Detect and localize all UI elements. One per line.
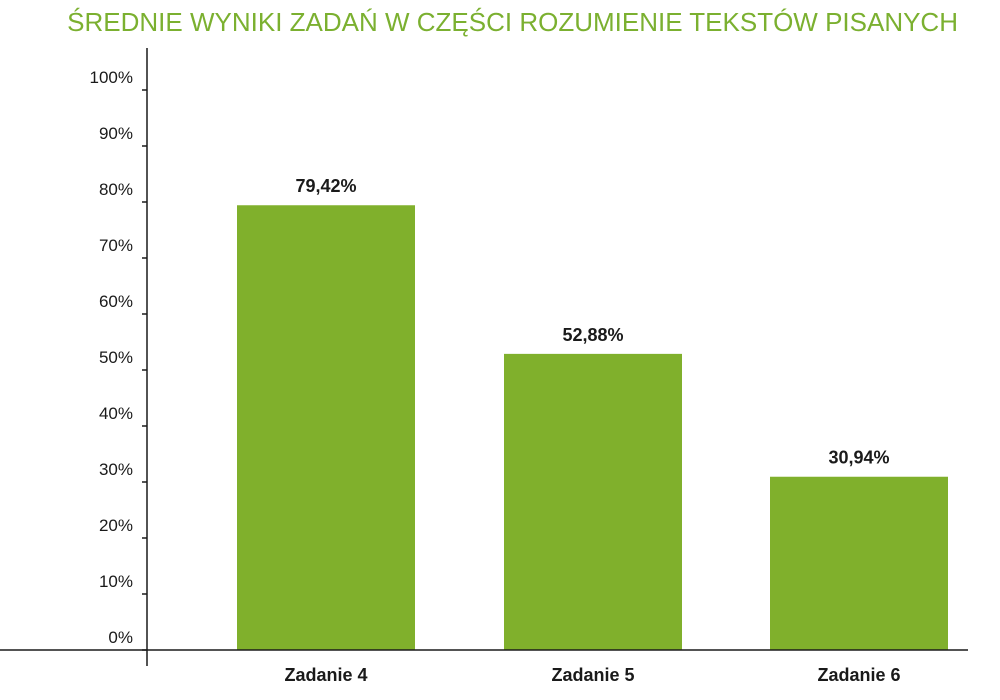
x-category-label: Zadanie 5 bbox=[551, 665, 634, 685]
y-tick-label: 0% bbox=[108, 628, 133, 647]
data-labels-group: 79,42% 52,88% 30,94% bbox=[295, 176, 889, 467]
y-tick-label: 30% bbox=[99, 460, 133, 479]
y-tick-label: 60% bbox=[99, 292, 133, 311]
data-label: 52,88% bbox=[562, 325, 623, 345]
data-label: 30,94% bbox=[828, 448, 889, 468]
x-axis: Zadanie 4 Zadanie 5 Zadanie 6 bbox=[0, 649, 968, 685]
chart-title: ŚREDNIE WYNIKI ZADAŃ W CZĘŚCI ROZUMIENIE… bbox=[67, 7, 958, 37]
y-tick-label: 10% bbox=[99, 572, 133, 591]
y-tick-label: 40% bbox=[99, 404, 133, 423]
data-label: 79,42% bbox=[295, 176, 356, 196]
y-tick-label: 100% bbox=[90, 68, 133, 87]
y-tick-label: 70% bbox=[99, 236, 133, 255]
bars-group bbox=[237, 205, 948, 651]
bar bbox=[770, 476, 948, 650]
y-tick-label: 50% bbox=[99, 348, 133, 367]
bar bbox=[237, 205, 415, 651]
y-tick-label: 20% bbox=[99, 516, 133, 535]
x-category-label: Zadanie 4 bbox=[284, 665, 367, 685]
y-axis: 0% 10% 20% 30% 40% 50% 60% 70% 80% 90% 100% bbox=[90, 48, 148, 666]
x-category-label: Zadanie 6 bbox=[817, 665, 900, 685]
y-tick-label: 80% bbox=[99, 180, 133, 199]
bar bbox=[504, 353, 682, 650]
y-tick-label: 90% bbox=[99, 124, 133, 143]
